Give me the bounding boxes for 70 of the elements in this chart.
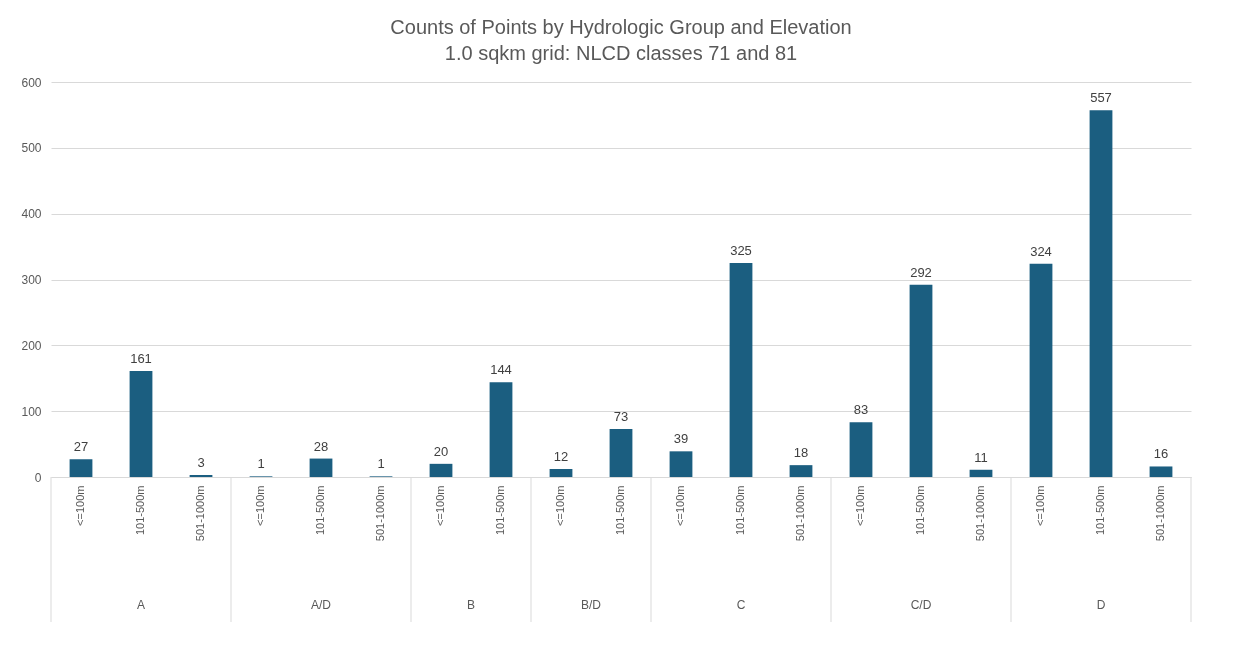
data-label: 292	[910, 264, 932, 280]
x-tick-label: 501-1000m	[974, 485, 986, 542]
x-tick-label: <=100m	[254, 485, 266, 526]
data-label: 144	[490, 362, 512, 378]
data-label: 3	[197, 455, 205, 471]
bar	[1149, 466, 1173, 477]
x-tick-label: <=100m	[854, 485, 866, 526]
bar	[969, 469, 993, 477]
bar	[549, 469, 573, 477]
data-label: 557	[1090, 90, 1112, 106]
x-tick-label: 101-500m	[914, 485, 926, 536]
data-label: 161	[130, 351, 152, 367]
x-tick-label: 501-1000m	[794, 485, 806, 542]
bar	[789, 465, 813, 477]
x-tick-label: <=100m	[554, 485, 566, 526]
bar	[1089, 110, 1113, 477]
text: C	[736, 598, 746, 612]
y-tick-label: 100	[21, 404, 42, 419]
bar	[729, 263, 753, 477]
data-label: 73	[613, 408, 629, 424]
chart-title: Counts of Points by Hydrologic Group and Elevation	[390, 16, 852, 38]
bar	[129, 371, 153, 477]
x-tick-label: <=100m	[74, 485, 86, 526]
x-tick-label: 101-500m	[134, 485, 146, 536]
x-tick-label: <=100m	[674, 485, 686, 526]
bar	[669, 451, 693, 477]
data-label: 16	[1153, 446, 1169, 462]
y-tick-label: 200	[21, 338, 42, 353]
bar	[1029, 263, 1053, 477]
text: B/D	[580, 598, 602, 612]
data-label: 12	[553, 449, 569, 465]
text: D	[1096, 598, 1106, 612]
bar	[489, 382, 513, 477]
data-label: 20	[433, 443, 449, 459]
y-tick-label: 300	[21, 273, 42, 287]
x-tick-label: 101-500m	[734, 485, 746, 536]
data-label: 11	[974, 449, 988, 465]
bar	[849, 422, 873, 477]
bar	[429, 463, 453, 477]
y-tick-label: 600	[21, 75, 42, 90]
x-tick-label: 101-500m	[494, 485, 506, 536]
text: A/D	[310, 598, 332, 612]
x-tick-label: 101-500m	[314, 485, 326, 536]
text: A	[136, 598, 146, 612]
x-tick-label: <=100m	[1034, 485, 1046, 526]
x-tick-label: 101-500m	[1094, 485, 1106, 536]
data-label: 27	[73, 439, 89, 455]
text: C/D	[910, 598, 932, 612]
y-tick-label: 0	[34, 470, 42, 485]
data-label: 39	[673, 431, 689, 447]
x-tick-label: 501-1000m	[1154, 485, 1166, 542]
y-tick-label: 400	[21, 207, 42, 222]
chart-subtitle: 1.0 sqkm grid: NLCD classes 71 and 81	[444, 42, 798, 64]
y-tick-label: 500	[21, 141, 42, 156]
bar	[69, 459, 93, 477]
x-tick-label: 101-500m	[614, 485, 626, 536]
data-label: 18	[793, 445, 809, 461]
data-label: 1	[257, 456, 265, 472]
bar	[609, 428, 633, 477]
text: B	[466, 598, 476, 612]
bar	[909, 284, 933, 477]
data-label: 324	[1030, 243, 1052, 259]
data-label: 325	[730, 243, 752, 259]
bar	[309, 458, 333, 477]
x-tick-label: 501-1000m	[374, 485, 386, 542]
x-tick-label: <=100m	[434, 485, 446, 526]
data-label: 83	[853, 402, 869, 418]
x-tick-label: 501-1000m	[194, 485, 206, 542]
data-label: 1	[377, 456, 385, 472]
data-label: 28	[313, 438, 329, 454]
